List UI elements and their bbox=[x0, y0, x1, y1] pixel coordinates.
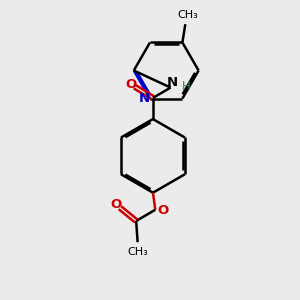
Text: CH₃: CH₃ bbox=[127, 248, 148, 257]
Text: O: O bbox=[125, 78, 136, 91]
Text: H: H bbox=[182, 80, 190, 94]
Text: N: N bbox=[167, 76, 178, 89]
Text: O: O bbox=[157, 204, 168, 217]
Text: N: N bbox=[139, 92, 150, 105]
Text: O: O bbox=[110, 198, 122, 211]
Text: CH₃: CH₃ bbox=[177, 11, 198, 20]
